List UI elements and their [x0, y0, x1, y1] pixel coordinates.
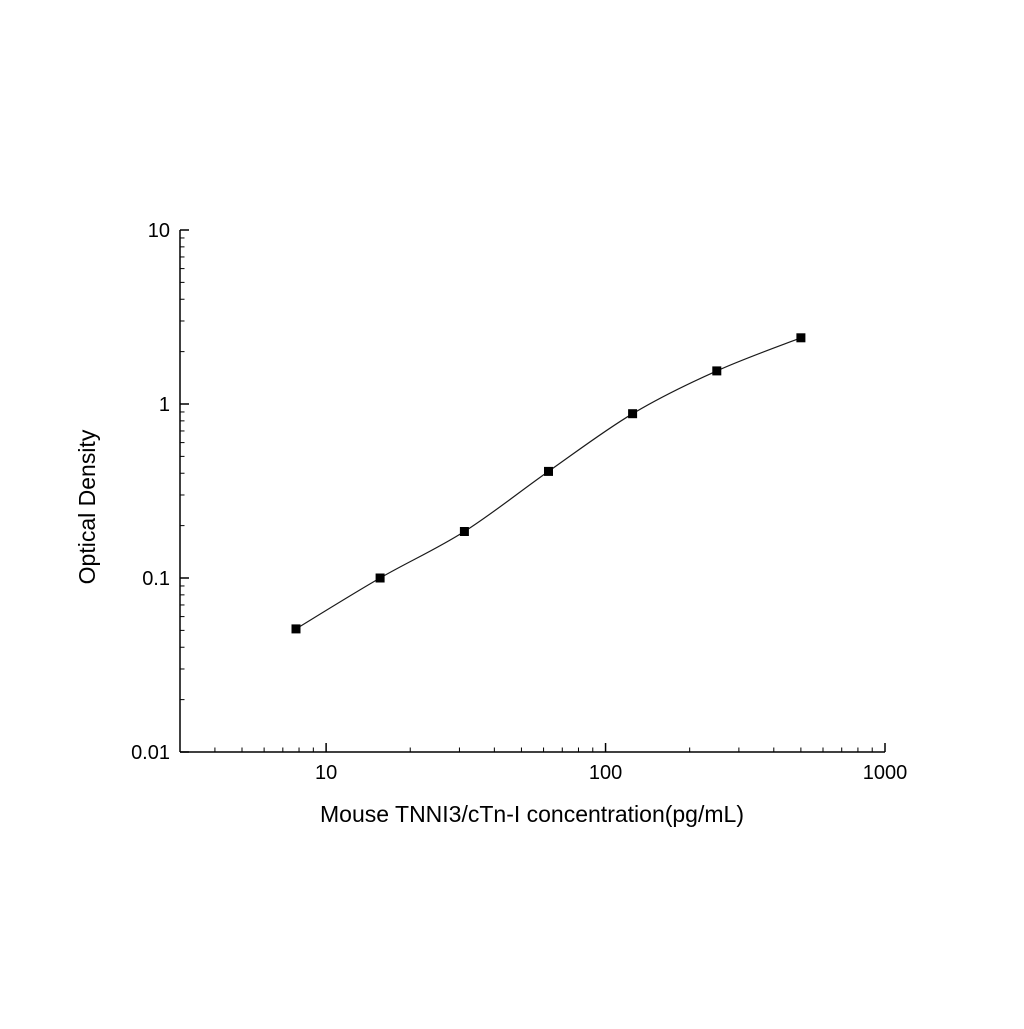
data-point-marker	[291, 624, 301, 634]
y-tick-label: 1	[159, 394, 170, 416]
x-tick-label: 10	[315, 762, 337, 784]
x-tick-label: 1000	[863, 762, 908, 784]
y-axis-title: Optical Density	[74, 429, 100, 584]
y-tick-label: 10	[148, 220, 170, 242]
data-point-marker	[459, 527, 469, 536]
data-point-marker	[628, 409, 638, 419]
standard-curve-line	[295, 337, 802, 630]
data-point-marker	[712, 366, 722, 376]
x-axis-title: Mouse TNNI3/cTn-I concentration(pg/mL)	[320, 801, 744, 827]
y-tick-label: 0.01	[131, 742, 170, 764]
data-point-marker	[796, 333, 806, 343]
data-point-marker	[544, 466, 553, 476]
plot-area: 10 100 1000 0.01 0.1 1 10	[131, 220, 907, 784]
data-point-marker	[375, 573, 385, 583]
y-tick-label: 0.1	[142, 568, 170, 590]
x-tick-label: 100	[589, 762, 622, 784]
